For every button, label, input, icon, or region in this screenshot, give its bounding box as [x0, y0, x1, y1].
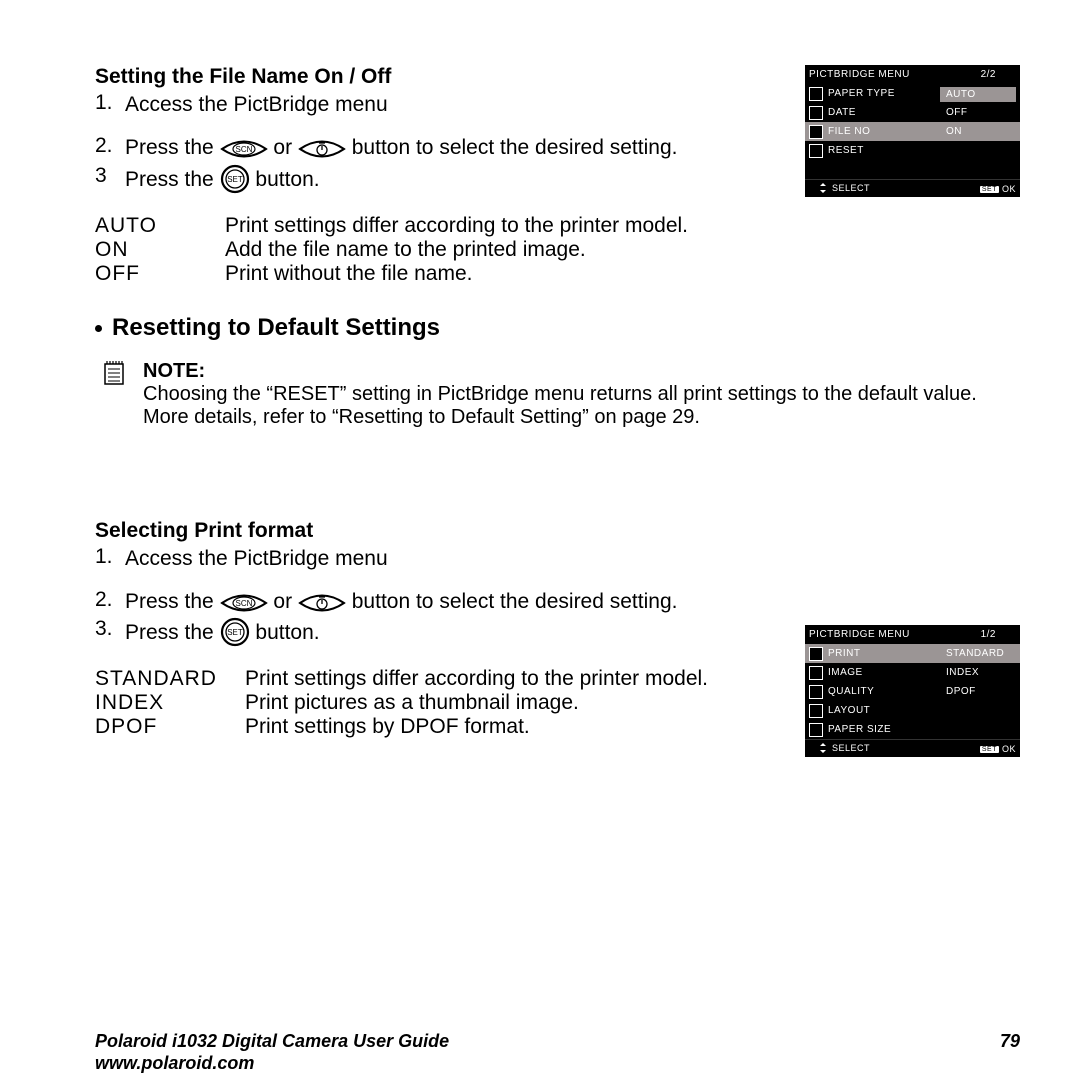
svg-text:SCN: SCN — [235, 599, 252, 608]
section1-definitions: AUTOPrint settings differ according to t… — [95, 214, 1025, 286]
pictbridge-menu-1: PICTBRIDGE MENU 2/2 PAPER TYPEAUTO DATEO… — [805, 65, 1020, 197]
menu2-title: PICTBRIDGE MENU — [809, 629, 910, 640]
timer-button-icon — [298, 592, 346, 614]
set-button-icon: SET — [220, 617, 250, 647]
page-number: 79 — [1000, 1031, 1020, 1052]
footer-url: www.polaroid.com — [95, 1053, 254, 1074]
section1-heading: Setting the File Name On / Off — [95, 65, 735, 89]
arrow-icon — [819, 743, 827, 755]
page-footer: Polaroid i1032 Digital Camera User Guide… — [95, 1031, 1020, 1052]
menu1-title: PICTBRIDGE MENU — [809, 69, 910, 80]
menu2-page: 1/2 — [981, 629, 1016, 640]
bullet-icon — [95, 325, 102, 332]
menu1-page: 2/2 — [981, 69, 1016, 80]
svg-text:SET: SET — [227, 628, 243, 637]
pictbridge-menu-2: PICTBRIDGE MENU 1/2 PRINTSTANDARD IMAGEI… — [805, 625, 1020, 757]
scn-button-icon: SCN — [220, 592, 268, 614]
note-icon — [103, 360, 125, 386]
set-button-icon: SET — [220, 164, 250, 194]
timer-button-icon — [298, 138, 346, 160]
scn-button-icon: SCN — [220, 138, 268, 160]
footer-title: Polaroid i1032 Digital Camera User Guide — [95, 1031, 449, 1052]
note-block: NOTE: Choosing the “RESET” setting in Pi… — [103, 360, 1025, 429]
arrow-icon — [819, 183, 827, 195]
svg-text:SCN: SCN — [235, 145, 252, 154]
section2-heading: Resetting to Default Settings — [95, 314, 1025, 342]
svg-text:SET: SET — [227, 175, 243, 184]
section3-heading: Selecting Print format — [95, 519, 735, 543]
